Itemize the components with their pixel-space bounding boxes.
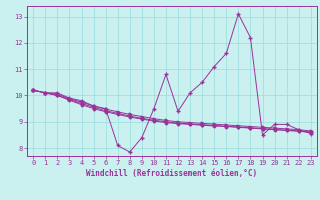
X-axis label: Windchill (Refroidissement éolien,°C): Windchill (Refroidissement éolien,°C) — [86, 169, 258, 178]
